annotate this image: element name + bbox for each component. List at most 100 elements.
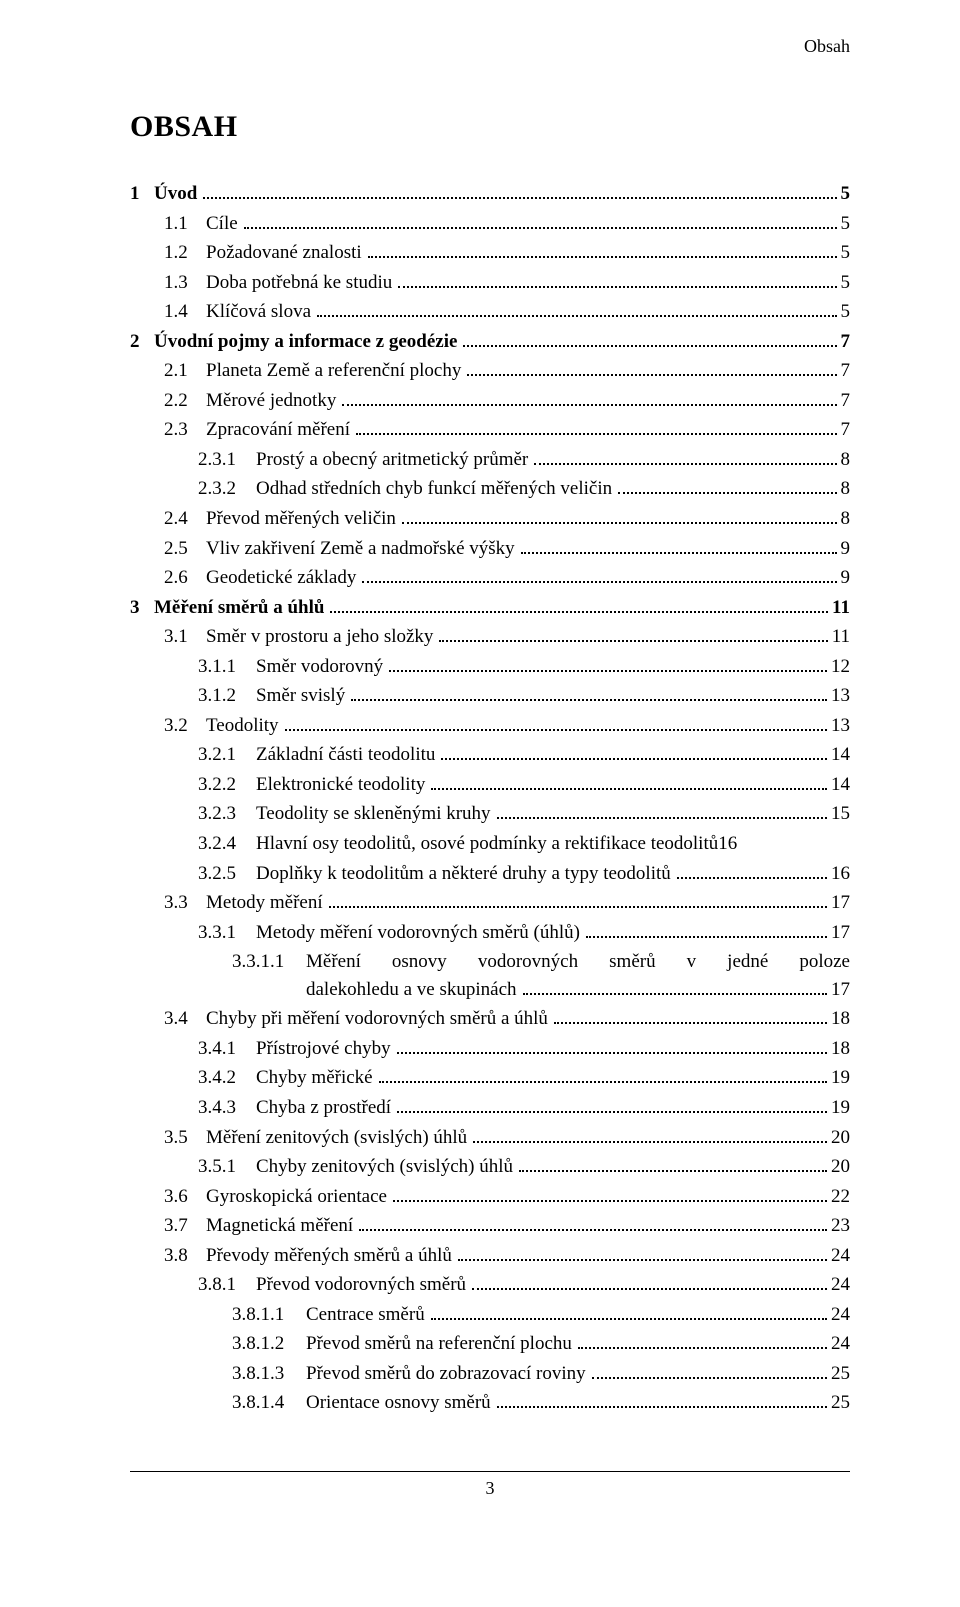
toc-leader	[519, 1170, 827, 1172]
toc-entry-page: 24	[831, 1271, 850, 1299]
toc-entry-title: Doba potřebná ke studiu	[202, 269, 392, 297]
toc-entry: 3.2.4Hlavní osy teodolitů, osové podmínk…	[198, 830, 850, 858]
toc-entry-number: 3.3.1	[198, 919, 252, 947]
toc-entry-title: Chyby při měření vodorovných směrů a úhl…	[202, 1005, 548, 1033]
toc-leader	[397, 1052, 827, 1054]
toc-leader	[285, 729, 827, 731]
toc-entry-number: 3.4.3	[198, 1094, 252, 1122]
toc-entry-title: Zpracování měření	[202, 416, 350, 444]
toc-entry: 1.2Požadované znalosti5	[164, 239, 850, 267]
toc-entry: 1.4Klíčová slova5	[164, 298, 850, 326]
toc-entry: 2.3.2Odhad středních chyb funkcí měřenýc…	[198, 475, 850, 503]
toc-entry-title: Chyba z prostředí	[252, 1094, 391, 1122]
toc-entry-number: 2	[130, 328, 150, 356]
toc-entry-title: Hlavní osy teodolitů, osové podmínky a r…	[252, 830, 718, 858]
toc-entry: 3Měření směrů a úhlů11	[130, 594, 850, 622]
toc-entry-page: 12	[831, 653, 850, 681]
table-of-contents: 1Úvod51.1Cíle51.2Požadované znalosti51.3…	[130, 180, 850, 1417]
toc-entry: 3.2.3Teodolity se skleněnými kruhy15	[198, 800, 850, 828]
toc-entry-number: 1	[130, 180, 150, 208]
toc-entry-page: 14	[831, 741, 850, 769]
toc-entry-title: Základní části teodolitu	[252, 741, 435, 769]
toc-entry-number: 3.1.1	[198, 653, 252, 681]
toc-entry-title: Teodolity se skleněnými kruhy	[252, 800, 491, 828]
toc-entry-number: 3.6	[164, 1183, 202, 1211]
toc-entry-title: Převody měřených směrů a úhlů	[202, 1242, 452, 1270]
toc-entry-number: 1.1	[164, 210, 202, 238]
toc-entry: 2.3Zpracování měření 7	[164, 416, 850, 444]
toc-entry-page: 24	[831, 1330, 850, 1358]
toc-entry-title: Měření zenitových (svislých) úhlů	[202, 1124, 467, 1152]
toc-entry-title: Metody měření	[202, 889, 323, 917]
running-head: Obsah	[804, 36, 850, 57]
toc-entry-page: 5	[841, 298, 851, 326]
toc-entry-page: 8	[841, 446, 851, 474]
toc-entry: 2.5Vliv zakřivení Země a nadmořské výšky…	[164, 535, 850, 563]
toc-entry: 2.1Planeta Země a referenční plochy7	[164, 357, 850, 385]
toc-leader	[393, 1200, 827, 1202]
toc-entry: 1Úvod 5	[130, 180, 850, 208]
toc-entry-title: Úvod	[150, 180, 197, 208]
toc-entry-page: 11	[832, 623, 850, 651]
toc-entry-number: 3.8	[164, 1242, 202, 1270]
toc-entry-number: 3.8.1.1	[232, 1301, 302, 1329]
toc-entry-page: 5	[841, 180, 851, 208]
toc-entry-page: 5	[841, 210, 851, 238]
toc-entry-page: 5	[841, 269, 851, 297]
toc-entry-page: 19	[831, 1094, 850, 1122]
toc-entry-page: 25	[831, 1389, 850, 1417]
toc-entry: 3.1.2Směr svislý13	[198, 682, 850, 710]
toc-entry: 3.4Chyby při měření vodorovných směrů a …	[164, 1005, 850, 1033]
toc-entry-number: 2.2	[164, 387, 202, 415]
toc-entry-page: 14	[831, 771, 850, 799]
toc-entry-page: 25	[831, 1360, 850, 1388]
toc-leader	[402, 522, 837, 524]
page-number: 3	[130, 1478, 850, 1499]
toc-leader	[342, 404, 836, 406]
toc-entry-title: Magnetická měření	[202, 1212, 353, 1240]
toc-entry-page: 22	[831, 1183, 850, 1211]
toc-entry-title: Převod měřených veličin	[202, 505, 396, 533]
toc-leader	[467, 374, 836, 376]
toc-entry-number: 3	[130, 594, 150, 622]
toc-entry-page: 23	[831, 1212, 850, 1240]
toc-entry-title: Převod směrů na referenční plochu	[302, 1330, 572, 1358]
toc-entry-number: 2.3.2	[198, 475, 252, 503]
toc-leader	[431, 1318, 827, 1320]
toc-leader	[521, 552, 837, 554]
toc-entry-number: 2.4	[164, 505, 202, 533]
toc-entry-number: 3.1.2	[198, 682, 252, 710]
toc-entry-number: 3.8.1.2	[232, 1330, 302, 1358]
toc-entry-title: Převod směrů do zobrazovací roviny	[302, 1360, 586, 1388]
toc-entry-title: Geodetické základy	[202, 564, 356, 592]
toc-entry-title: Úvodní pojmy a informace z geodézie	[150, 328, 457, 356]
toc-entry-number: 3.5.1	[198, 1153, 252, 1181]
toc-entry-title: Směr vodorovný	[252, 653, 383, 681]
toc-entry-page: 16	[831, 860, 850, 888]
toc-entry-number: 3.2.2	[198, 771, 252, 799]
toc-entry-page: 13	[831, 682, 850, 710]
toc-entry-title: Planeta Země a referenční plochy	[202, 357, 461, 385]
toc-entry-number: 3.2.4	[198, 830, 252, 858]
toc-entry-title: Vliv zakřivení Země a nadmořské výšky	[202, 535, 515, 563]
toc-entry-title: Měření směrů a úhlů	[150, 594, 324, 622]
toc-entry: 3.8.1.4Orientace osnovy směrů25	[232, 1389, 850, 1417]
toc-entry-number: 3.7	[164, 1212, 202, 1240]
toc-entry-title: Směr v prostoru a jeho složky	[202, 623, 433, 651]
toc-leader	[534, 463, 836, 465]
toc-leader	[379, 1081, 827, 1083]
toc-leader	[356, 433, 836, 435]
toc-entry-page: 8	[841, 475, 851, 503]
toc-entry-page: 18	[831, 1005, 850, 1033]
toc-entry-number: 2.3	[164, 416, 202, 444]
toc-leader	[439, 640, 827, 642]
toc-entry: 2Úvodní pojmy a informace z geodézie7	[130, 328, 850, 356]
toc-entry-number: 3.5	[164, 1124, 202, 1152]
toc-entry-page: 18	[831, 1035, 850, 1063]
toc-entry: 3.4.1Přístrojové chyby18	[198, 1035, 850, 1063]
toc-leader	[497, 817, 827, 819]
toc-entry-number: 3.2.5	[198, 860, 252, 888]
toc-entry: 2.2Měrové jednotky7	[164, 387, 850, 415]
toc-entry-page: 9	[841, 535, 851, 563]
toc-entry-page: 7	[841, 416, 851, 444]
